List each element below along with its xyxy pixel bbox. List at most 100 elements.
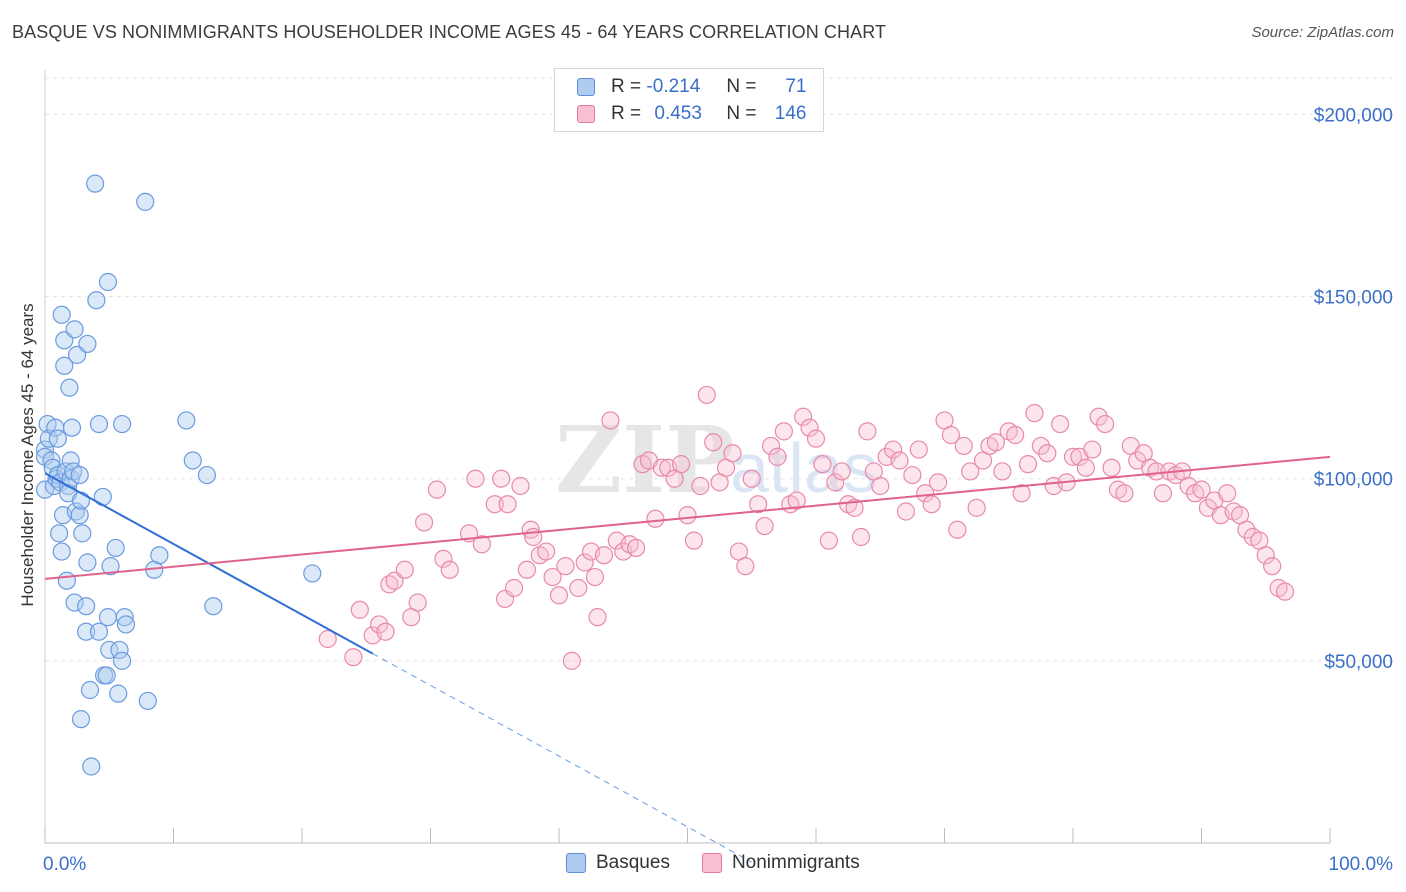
nonimmigrant-point	[871, 476, 890, 496]
basque-point	[109, 684, 128, 703]
nonimmigrant-point	[845, 498, 864, 517]
basque-points	[35, 174, 322, 776]
basque-point	[65, 593, 84, 612]
basque-point	[77, 622, 96, 641]
basque-point	[82, 757, 101, 776]
basque-point	[71, 710, 91, 729]
nonimmigrant-point	[408, 593, 427, 612]
basque-point	[112, 414, 132, 434]
y-tick-label: $50,000	[1324, 652, 1393, 673]
nonimmigrant-point	[890, 451, 909, 470]
nonimmigrant-point	[395, 560, 414, 579]
basque-point	[60, 378, 79, 397]
nonimmigrant-point	[723, 444, 742, 463]
y-tick-label: $150,000	[1314, 288, 1393, 309]
x-tick-label: 100.0%	[1329, 854, 1394, 875]
nonimmigrant-point	[498, 495, 517, 514]
watermark-zip: ZIP	[555, 406, 734, 514]
nonimmigrant-point	[1025, 404, 1044, 423]
nonimmigrant-point	[851, 527, 871, 547]
nonimmigrant-point	[646, 509, 665, 528]
nonimmigrant-point	[601, 411, 620, 430]
nonimmigrant-point	[768, 447, 787, 466]
nonimmigrant-point	[986, 433, 1006, 452]
nonimmigrant-point	[1237, 520, 1256, 539]
nonimmigrant-point	[928, 473, 948, 492]
nonimmigrant-point	[1153, 484, 1173, 503]
basque-point	[80, 680, 100, 700]
nonimmigrants-legend-swatch	[701, 853, 722, 873]
nonimmigrant-point	[761, 436, 781, 456]
nonimmigrant-point	[376, 622, 395, 641]
basque-point	[89, 622, 109, 641]
nonimmigrant-point	[916, 484, 935, 503]
nonimmigrant-point	[370, 615, 389, 634]
nonimmigrant-point	[819, 531, 838, 550]
nonimmigrant-point	[993, 462, 1012, 481]
nonimmigrant-point	[954, 436, 973, 456]
nonimmigrant-point	[832, 462, 851, 481]
basques-r-value: -0.214	[646, 76, 701, 97]
basque-point	[150, 546, 169, 565]
basque-point	[197, 465, 217, 485]
basque-point	[183, 451, 202, 470]
nonimmigrant-point	[517, 560, 536, 579]
basque-point	[50, 524, 69, 543]
nonimmigrant-point	[472, 535, 491, 554]
nonimmigrant-point	[414, 513, 434, 532]
nonimmigrant-point	[1263, 557, 1282, 576]
source-label: Source: ZipAtlas.com	[1251, 24, 1394, 41]
basque-point	[106, 538, 125, 558]
nonimmigrant-point	[691, 476, 710, 496]
basque-point	[110, 640, 129, 660]
nonimmigrant-point	[585, 567, 605, 587]
nonimmigrant-point	[787, 491, 806, 510]
nonimmigrant-point	[1012, 484, 1031, 503]
basque-point	[177, 411, 196, 430]
basque-point	[101, 557, 120, 576]
legend-row-basques: R = -0.214 N = 71	[577, 74, 807, 100]
nonimmigrant-point	[967, 498, 986, 517]
nonimmigrant-point	[440, 560, 459, 579]
legend-n-label: N =	[726, 103, 757, 124]
nonimmigrant-point	[537, 542, 556, 561]
nonimmigrant-point	[858, 422, 877, 441]
legend-r-label: R =	[611, 103, 642, 124]
nonimmigrant-point	[813, 455, 832, 474]
basques-n-value: 71	[785, 76, 807, 97]
nonimmigrant-point	[588, 608, 607, 627]
nonimmigrant-point	[562, 651, 581, 670]
nonimmigrant-point	[678, 506, 697, 525]
nonimmigrant-point	[961, 462, 980, 481]
nonimmigrant-point	[749, 495, 768, 514]
basque-point	[98, 608, 118, 627]
nonimmigrant-point	[774, 422, 793, 441]
nonimmigrant-point	[652, 458, 671, 477]
nonimmigrant-point	[1115, 484, 1134, 503]
nonimmigrant-point	[492, 469, 511, 488]
basque-point	[71, 491, 91, 510]
nonimmigrant-point	[941, 425, 961, 445]
nonimmigrant-point	[511, 476, 530, 496]
basque-point	[52, 542, 71, 561]
basque-point	[73, 524, 92, 543]
trend-lines	[44, 455, 1331, 863]
basque-point	[52, 305, 71, 324]
nonimmigrant-point	[896, 502, 916, 521]
nonimmigrant-point	[1192, 480, 1211, 499]
nonimmigrant-points	[318, 385, 1295, 670]
nonimmigrants-swatch	[577, 105, 595, 123]
basques-legend-swatch	[566, 853, 586, 873]
basque-point	[70, 465, 89, 485]
nonimmigrant-point	[594, 546, 614, 565]
basque-point	[303, 564, 322, 583]
series-legend: Basques Nonimmigrants	[566, 852, 860, 874]
nonimmigrant-point	[1089, 407, 1108, 426]
nonimmigrant-point	[485, 495, 504, 514]
basque-point	[35, 480, 55, 499]
nonimmigrant-point	[1006, 425, 1025, 445]
nonimmigrant-point	[1218, 484, 1237, 503]
basque-point	[204, 597, 223, 616]
nonimmigrant-point	[434, 549, 453, 568]
